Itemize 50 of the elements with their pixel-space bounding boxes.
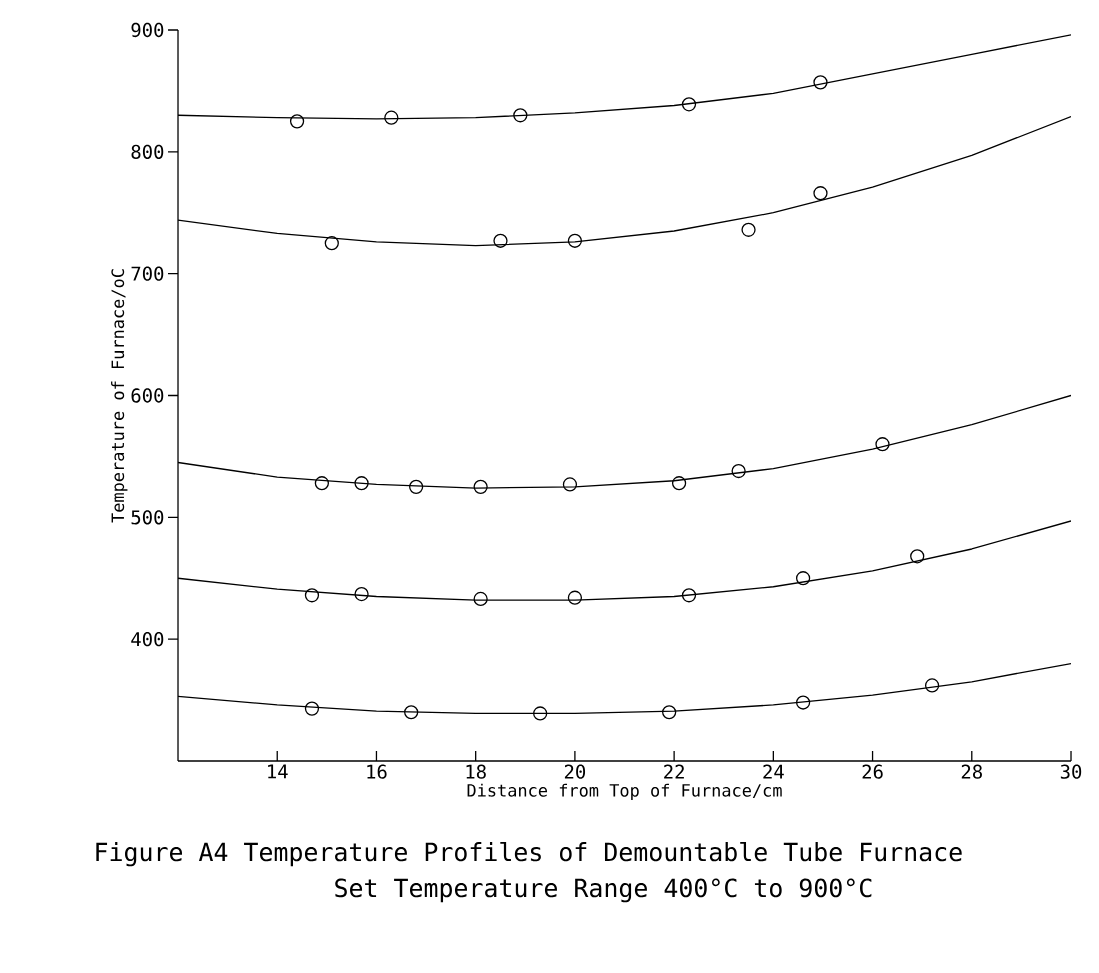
y-tick-label: 700: [131, 266, 164, 281]
x-tick-label: 14: [268, 764, 288, 779]
y-tick-label: 800: [131, 144, 164, 159]
y-axis-title: Temperature of Furnace/oC: [111, 269, 128, 523]
point: [409, 479, 424, 494]
point: [567, 590, 583, 605]
y-tick-label: 500: [131, 510, 164, 525]
x-tick-label: 24: [763, 764, 784, 779]
point: [681, 97, 697, 112]
point: [324, 236, 339, 251]
point: [304, 588, 320, 603]
y-tick-label: 400: [131, 631, 164, 647]
point: [813, 75, 828, 90]
y-tick-label: 600: [131, 388, 164, 403]
x-axis-title: Distance from Top of Furnace/cm: [467, 783, 782, 801]
point: [562, 477, 578, 492]
point: [304, 701, 320, 716]
point: [662, 705, 677, 720]
point: [924, 678, 940, 693]
point: [567, 233, 583, 248]
point: [354, 476, 369, 491]
point: [314, 476, 330, 491]
point: [681, 588, 697, 603]
x-tick-label: 20: [564, 764, 586, 779]
x-tick-label: 18: [466, 764, 486, 779]
point: [384, 110, 399, 125]
point: [910, 549, 925, 564]
text: Set Temperature Range 400°C to 900°C: [335, 878, 872, 903]
point: [473, 591, 488, 607]
x-tick-label: 30: [1060, 764, 1082, 779]
point: [493, 233, 508, 248]
point: [513, 108, 528, 123]
point: [795, 695, 811, 710]
point: [741, 222, 756, 237]
point: [404, 705, 419, 720]
point: [473, 479, 488, 494]
point: [671, 476, 687, 491]
point: [795, 571, 811, 586]
y-tick-label: 900: [131, 22, 164, 38]
point: [533, 706, 548, 721]
point: [813, 186, 828, 201]
x-tick-label: 16: [367, 764, 387, 779]
x-tick-label: 28: [961, 764, 982, 779]
x-tick-label: 22: [664, 764, 684, 779]
point: [875, 437, 890, 452]
point: [731, 463, 746, 479]
point: [289, 114, 305, 129]
text: Figure A4 Temperature Profiles of Demountable Tube Furnace: [96, 841, 962, 867]
point: [354, 586, 369, 602]
x-tick-label: 26: [862, 764, 883, 779]
